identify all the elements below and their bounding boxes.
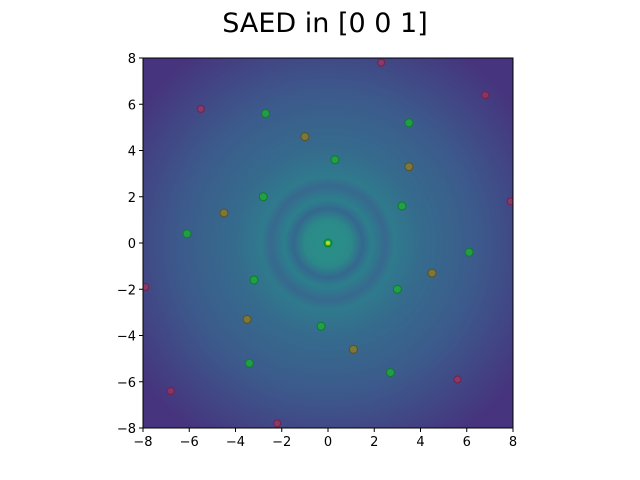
spot-red-6 [453,375,462,384]
y-tick-label-2: −4 [117,330,136,345]
spot-olive-1 [404,162,414,172]
spot-green-12 [385,368,395,377]
spot-olive-0 [300,132,310,142]
spot-red-2 [481,91,490,99]
x-tick-label-0: −8 [133,435,152,450]
spot-green-11 [244,358,254,368]
x-axis: −8 −6 −4 −2 0 2 4 6 8 [133,428,517,450]
spot-olive-3 [427,268,437,278]
spot-green-2 [316,321,326,331]
spot-red-5 [166,387,175,395]
spot-green-8 [404,118,414,128]
y-axis: −8 −6 −4 −2 0 2 4 6 8 [117,52,143,437]
x-tick-label-7: 6 [463,435,471,450]
y-tick-label-4: 0 [128,237,136,252]
spot-olive-5 [348,344,358,354]
y-tick-label-6: 4 [128,145,136,160]
y-tick-label-1: −6 [117,376,136,391]
spot-red-3 [506,197,513,206]
y-tick-label-3: −2 [117,283,136,298]
spot-red-7 [273,419,282,428]
x-tick-label-6: 4 [416,435,424,450]
x-tick-label-3: −2 [272,435,291,450]
spot-red-4 [143,282,150,291]
spot-green-4 [397,201,407,211]
spot-green-6 [392,284,402,294]
y-tick-label-0: −8 [117,422,136,437]
x-tick-label-1: −6 [180,435,199,450]
spot-green-10 [464,247,474,257]
y-tick-label-8: 8 [128,52,136,67]
chart-title: SAED in [0 0 1] [222,8,428,39]
spot-green-3 [258,192,268,202]
spot-green-5 [249,275,259,285]
y-tick-label-7: 6 [128,98,136,113]
spot-green-1 [330,155,340,165]
y-tick-label-5: 2 [128,191,136,206]
x-tick-label-2: −4 [226,435,245,450]
diffraction-spots [143,58,513,428]
x-tick-label-8: 8 [509,435,517,450]
spot-olive-4 [242,314,252,324]
x-tick-label-5: 2 [370,435,378,450]
spot-olive-2 [219,208,229,218]
spot-green-9 [182,229,192,239]
spot-red-1 [377,58,386,67]
center-spot-core [326,241,330,245]
x-tick-label-4: 0 [324,435,332,450]
spot-red-0 [196,104,205,113]
spot-green-7 [261,109,271,118]
